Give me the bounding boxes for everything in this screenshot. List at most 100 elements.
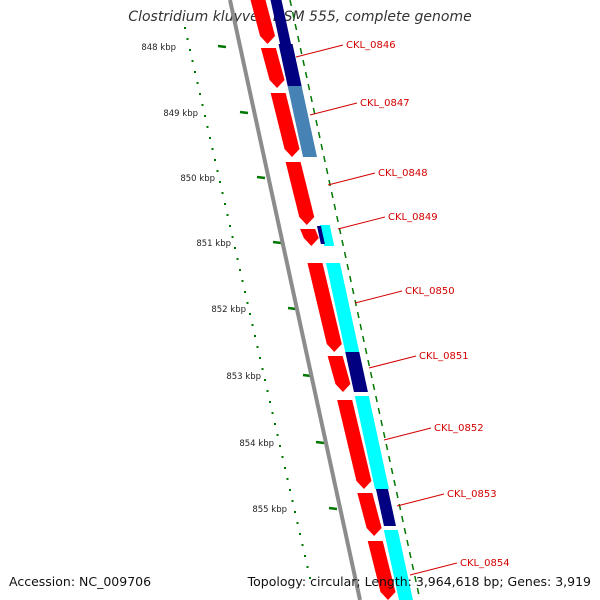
gene-label-leader [309, 102, 358, 116]
feature-tick [411, 563, 415, 571]
gene-feature[interactable] [287, 86, 318, 157]
scale-dot [249, 313, 251, 315]
feature-tick [315, 119, 319, 127]
feature-tick [351, 287, 355, 295]
scale-dot [284, 467, 286, 469]
gene-feature[interactable] [383, 530, 413, 600]
gene-feature[interactable] [345, 352, 368, 392]
feature-tick [393, 479, 397, 487]
scale-dot [309, 577, 311, 579]
gene-label-leader [295, 44, 344, 58]
feature-tick [401, 515, 404, 523]
scale-tick [239, 110, 249, 115]
gene-feature[interactable] [354, 396, 389, 489]
scale-dot [206, 126, 209, 128]
scale-dot [196, 82, 199, 84]
gene-feature[interactable] [270, 93, 300, 157]
gene-label-leader [396, 493, 445, 507]
gene-feature[interactable] [337, 400, 372, 489]
scale-tick-label: 851 kbp [196, 239, 231, 249]
gene-feature[interactable] [250, 0, 276, 44]
scale-tick-label: 853 kbp [226, 372, 261, 382]
scale-tick [328, 506, 338, 511]
scale-dot [251, 324, 254, 326]
gene-label-leader [327, 172, 376, 186]
gene-feature[interactable] [300, 229, 319, 246]
scale-dot [226, 214, 229, 216]
scale-dot [259, 357, 261, 359]
feature-tick [304, 71, 308, 79]
scale-dot [286, 478, 289, 480]
scale-dot [221, 192, 224, 194]
feature-tick [302, 59, 306, 67]
scale-dot [256, 346, 259, 348]
gene-feature[interactable] [285, 162, 315, 225]
scale-dot [279, 445, 281, 447]
scale-tick [315, 440, 325, 445]
scale-dot [306, 566, 309, 568]
feature-tick [367, 359, 371, 367]
feature-tick [341, 239, 345, 247]
gene-feature[interactable] [357, 493, 382, 536]
feature-tick [369, 371, 373, 379]
gene-label[interactable]: CKL_0847 [360, 98, 410, 109]
gene-feature[interactable] [278, 44, 302, 86]
gene-feature[interactable] [375, 489, 396, 526]
gene-label[interactable]: CKL_0849 [388, 212, 438, 223]
feature-tick [317, 131, 321, 139]
scale-dot [211, 148, 214, 150]
gene-label[interactable]: CKL_0851 [419, 351, 469, 362]
scale-tick [217, 44, 227, 49]
scale-dot [274, 423, 276, 425]
scale-dot [281, 456, 284, 458]
gene-label[interactable]: CKL_0848 [378, 168, 428, 179]
feature-tick [310, 95, 313, 103]
gene-label[interactable]: CKL_0854 [460, 558, 510, 569]
scale-dot [186, 38, 189, 40]
scale-dot [201, 104, 204, 106]
feature-tick [307, 83, 311, 91]
gene-label[interactable]: CKL_0846 [346, 40, 396, 51]
feature-tick [406, 539, 410, 547]
gene-feature[interactable] [316, 226, 325, 244]
gene-label-leader [383, 427, 432, 441]
scale-dot [264, 379, 266, 381]
feature-tick [395, 491, 399, 499]
feature-tick [323, 155, 326, 163]
scale-dot [296, 522, 299, 524]
scale-dot [236, 258, 239, 260]
scale-dot [269, 401, 271, 403]
scale-tick-label: 850 kbp [180, 174, 215, 184]
scale-dot [219, 181, 221, 183]
feature-tick [328, 179, 332, 187]
scale-dot [239, 269, 241, 271]
scale-tick [272, 240, 282, 245]
gene-feature[interactable] [260, 48, 285, 88]
gene-label[interactable]: CKL_0850 [405, 286, 455, 297]
feature-tick [299, 47, 303, 55]
gene-feature[interactable] [270, 0, 292, 44]
gene-label[interactable]: CKL_0853 [447, 489, 497, 500]
genome-stats: Topology: circular; Length: 3,964,618 bp… [247, 574, 591, 589]
gene-feature[interactable] [325, 263, 360, 352]
gene-feature[interactable] [327, 356, 351, 392]
gene-label[interactable]: CKL_0852 [434, 423, 484, 434]
scale-dot [241, 280, 244, 282]
gene-feature[interactable] [367, 541, 396, 600]
scale-tick [256, 175, 266, 180]
scale-dot [191, 60, 194, 62]
scale-dot [261, 368, 264, 370]
gene-label-leader [368, 355, 417, 369]
map-title: Clostridium kluyveri DSM 555, complete g… [128, 9, 472, 25]
feature-tick [382, 431, 386, 439]
feature-tick [291, 11, 295, 19]
scale-dot [204, 115, 206, 117]
feature-tick [312, 107, 316, 115]
feature-tick [372, 383, 376, 391]
gene-feature[interactable] [307, 263, 342, 352]
feature-tick [294, 23, 298, 31]
scale-tick-label: 854 kbp [239, 439, 274, 449]
feature-tick [390, 467, 394, 475]
scale-dot [299, 533, 301, 535]
